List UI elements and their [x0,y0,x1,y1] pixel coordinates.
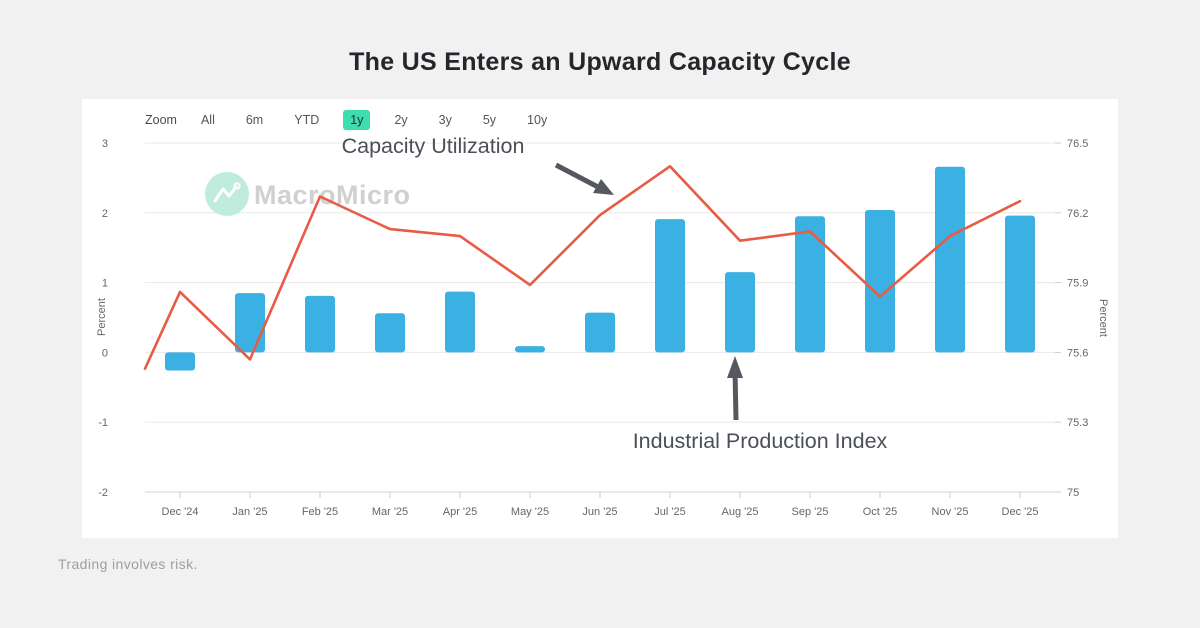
arrow-down-right-icon [554,162,614,195]
bar-Jan25[interactable] [235,293,265,353]
right-axis-title: Percent [1097,299,1109,337]
left-axis-title: Percent [96,298,108,336]
range-button-6m[interactable]: 6m [245,113,264,127]
range-button-3y[interactable]: 3y [438,113,452,127]
risk-disclaimer: Trading involves risk. [58,556,198,572]
right-axis-label: 75 [1067,487,1079,499]
left-axis-label: -1 [98,417,108,429]
zoom-label: Zoom [145,113,177,127]
right-axis-label: 75.6 [1067,347,1088,359]
right-axis-label: 75.9 [1067,278,1088,290]
bar-Aug25[interactable] [725,272,755,353]
page-title: The US Enters an Upward Capacity Cycle [349,48,851,76]
line-capacity-utilization[interactable] [143,165,1022,371]
x-axis-label: May '25 [511,506,549,518]
x-axis-label: Mar '25 [372,506,408,518]
x-axis-label: Sep '25 [792,506,829,518]
left-axis-label: -2 [98,487,108,499]
range-button-ytd[interactable]: YTD [294,113,320,127]
bar-Jul25[interactable] [655,219,685,353]
line-series-annotation: Capacity Utilization [341,134,525,158]
x-axis-label: Aug '25 [722,506,759,518]
left-axis-label: 2 [102,208,108,220]
range-button-all[interactable]: All [200,113,215,127]
range-button-5y[interactable]: 5y [482,113,497,127]
x-axis-label: Jun '25 [582,506,617,518]
left-axis-label: 1 [102,278,108,290]
bar-Mar25[interactable] [375,313,405,353]
right-axis-label: 76.5 [1067,138,1088,150]
bar-Feb25[interactable] [305,295,335,353]
right-axis-label: 75.3 [1067,417,1088,429]
range-button-10y[interactable]: 10y [527,113,548,127]
x-axis-label: Jan '25 [232,506,267,518]
left-axis-label: 0 [102,347,108,359]
x-axis-label: Oct '25 [863,506,898,518]
right-axis-label: 76.2 [1067,208,1088,220]
bar-May25[interactable] [515,346,545,353]
bar-Apr25[interactable] [445,291,475,353]
bar-Jun25[interactable] [585,312,615,353]
bar-Sep25[interactable] [795,216,825,353]
bar-series-annotation: Industrial Production Index [632,429,888,453]
range-button-2y[interactable]: 2y [394,113,408,127]
arrow-up-icon [727,356,743,421]
watermark-brand-text: MacroMicro [254,180,411,210]
range-toolbar: Zoom All 6m YTD 1y 2y 3y 5y 10y [145,110,554,130]
macromicro-logo-icon [205,172,249,216]
bar-Dec24[interactable] [165,352,195,371]
x-axis-label: Feb '25 [302,506,338,518]
bar-Nov25[interactable] [935,166,965,353]
bar-Dec25[interactable] [1005,215,1035,353]
range-button-1y[interactable]: 1y [343,110,371,130]
x-axis-label: Dec '24 [162,506,199,518]
x-axis-label: Jul '25 [654,506,685,518]
x-axis-label: Apr '25 [443,506,478,518]
chart-canvas[interactable]: 3 76.5 2 76.2 1 75.9 0 75.6 -1 75.3 -2 75 Percent Per… [82,99,1118,538]
x-axis-label: Nov '25 [932,506,969,518]
left-axis-label: 3 [102,138,108,150]
bar-Oct25[interactable] [865,210,895,353]
x-axis-label: Dec '25 [1002,506,1039,518]
chart-card: Zoom All 6m YTD 1y 2y 3y 5y 10y 3 76.5 2 76.2 1 75.9… [82,99,1118,538]
